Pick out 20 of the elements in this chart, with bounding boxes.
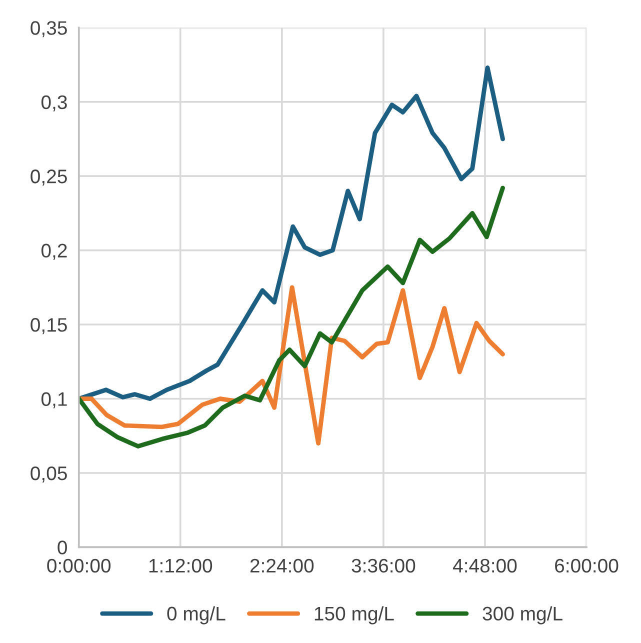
line-series [78, 285, 505, 446]
x-tick-label: 2:24:00 [250, 558, 314, 573]
line-series [78, 186, 505, 448]
y-tick-label: 0,3 [41, 95, 67, 112]
x-tick-label: 6:00:00 [555, 558, 618, 573]
legend-label: 300 mg/L [482, 606, 562, 624]
y-tick-label: 0,25 [30, 170, 67, 186]
y-tick-label: 0,1 [41, 392, 67, 408]
line-series [78, 66, 505, 401]
y-tick-label: 0,35 [30, 21, 67, 38]
x-tick-label: 1:12:00 [149, 558, 212, 573]
x-tick-label: 4:48:00 [452, 558, 517, 573]
legend-label: 150 mg/L [314, 606, 394, 624]
x-tick-label: 0:00:00 [47, 558, 111, 573]
y-tick-label: 0,15 [30, 318, 67, 334]
y-tick-label: 0,2 [41, 244, 67, 260]
x-tick-label: 3:36:00 [352, 558, 416, 573]
y-tick-label: 0,05 [30, 466, 67, 483]
legend-label: 0 mg/L [167, 606, 226, 624]
y-tick-label: 0 [58, 540, 67, 554]
